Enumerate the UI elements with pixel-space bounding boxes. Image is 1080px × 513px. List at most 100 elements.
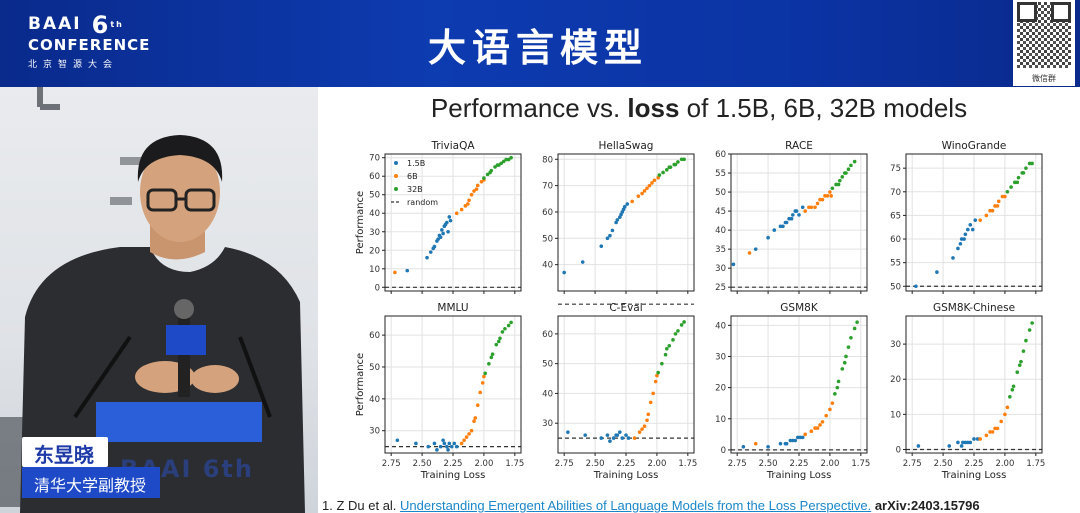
point-6B [655, 373, 659, 378]
point-6B [464, 435, 469, 439]
point-1.5B [445, 444, 449, 449]
y-tick-label: 0 [721, 446, 726, 456]
point-1.5B [626, 436, 631, 440]
paper-link[interactable]: Understanding Emergent Abilities of Lang… [400, 498, 872, 513]
point-32B [844, 354, 848, 359]
point-32B [1016, 175, 1021, 180]
point-6B [818, 423, 822, 427]
point-32B [487, 361, 491, 366]
point-1.5B [778, 441, 783, 446]
x-tick-label: 2.50 [586, 459, 605, 469]
point-1.5B [611, 436, 616, 440]
y-tick-label: 50 [542, 360, 553, 370]
point-32B [498, 336, 502, 341]
subplot-gsm8k-chinese: GSM8K-Chinese 0 10 20 30 2.75 2.50 2.25 2.00 1.75… [890, 302, 1045, 481]
point-6B [462, 438, 466, 443]
point-32B [852, 159, 857, 164]
point-6B [807, 205, 811, 210]
point-6B [653, 379, 658, 384]
subplot-race: RACE 25 30 35 40 45 50 55 60 [715, 140, 868, 294]
x-tick-label: 2.00 [820, 459, 839, 469]
point-6B [647, 183, 652, 188]
point-1.5B [793, 438, 798, 443]
y-tick-label: 10 [369, 265, 380, 275]
x-tick-label: 2.75 [382, 459, 401, 469]
point-1.5B [583, 433, 587, 437]
point-1.5B [947, 444, 952, 448]
x-axis-label: Training Loss [766, 470, 832, 481]
point-1.5B [778, 224, 783, 229]
y-tick-label: 35 [715, 245, 726, 255]
point-32B [834, 182, 838, 187]
point-6B [995, 204, 1000, 208]
point-1.5B [432, 441, 437, 446]
point-6B [1005, 405, 1010, 410]
subplot-title: C-Eval [609, 302, 642, 314]
point-1.5B [781, 224, 785, 229]
point-1.5B [395, 438, 400, 443]
point-1.5B [625, 202, 630, 206]
point-1.5B [580, 260, 585, 264]
point-1.5B [961, 440, 965, 445]
point-32B [833, 392, 837, 396]
point-6B [459, 441, 464, 446]
y-tick-label: 40 [542, 389, 553, 399]
point-1.5B [441, 231, 445, 236]
logo-six: 6 [91, 11, 111, 39]
point-6B [652, 178, 657, 183]
point-6B [459, 207, 464, 212]
point-1.5B [793, 209, 798, 213]
point-1.5B [787, 216, 791, 221]
subplot-title: RACE [785, 140, 813, 152]
slide-title-post: of 1.5B, 6B, 32B models [679, 93, 968, 123]
point-32B [849, 335, 853, 340]
arxiv-id: arXiv:2403.15796 [871, 498, 980, 513]
point-1.5B [610, 228, 615, 233]
point-32B [842, 171, 847, 175]
subplot-title: GSM8K [780, 302, 819, 314]
point-32B [499, 161, 504, 166]
point-1.5B [428, 250, 433, 254]
point-6B [640, 191, 644, 196]
x-tick-label: 2.50 [413, 459, 432, 469]
point-6B [999, 419, 1003, 424]
point-6B [996, 199, 1001, 204]
point-32B [504, 157, 508, 162]
point-32B [506, 157, 511, 162]
wechat-qr: 微信群 [1013, 0, 1075, 86]
x-tick-label: 2.25 [444, 459, 463, 469]
point-1.5B [442, 441, 447, 446]
point-1.5B [914, 284, 918, 289]
point-32B [1015, 370, 1020, 375]
y-tick-label: 20 [715, 384, 726, 394]
point-32B [1021, 349, 1026, 353]
point-32B [661, 170, 665, 175]
point-1.5B [620, 436, 625, 440]
legend-swatch-1.5B [394, 161, 398, 165]
point-1.5B [951, 256, 955, 260]
point-1.5B [599, 436, 604, 440]
point-32B [1008, 394, 1012, 399]
y-tick-label: 30 [542, 419, 553, 429]
point-32B [665, 168, 669, 172]
point-32B [840, 367, 845, 371]
point-32B [665, 346, 669, 351]
point-1.5B [963, 232, 968, 237]
point-1.5B [624, 433, 628, 437]
point-1.5B [426, 444, 431, 449]
point-32B [836, 379, 841, 384]
point-1.5B [566, 430, 570, 434]
x-tick-label: 2.25 [790, 459, 809, 469]
x-tick-label: 1.75 [851, 459, 870, 469]
y-tick-label: 60 [369, 172, 380, 182]
point-6B [984, 433, 989, 438]
point-1.5B [614, 433, 618, 437]
y-tick-label: 40 [369, 395, 380, 405]
baai-logo: BAAI 6th CONFERENCE 北京智源大会 [28, 11, 150, 70]
point-6B [630, 199, 634, 204]
y-tick-label: 20 [369, 246, 380, 256]
point-32B [494, 342, 499, 347]
point-1.5B [618, 430, 622, 434]
point-6B [632, 436, 637, 440]
x-axis-label: Training Loss [420, 470, 486, 481]
